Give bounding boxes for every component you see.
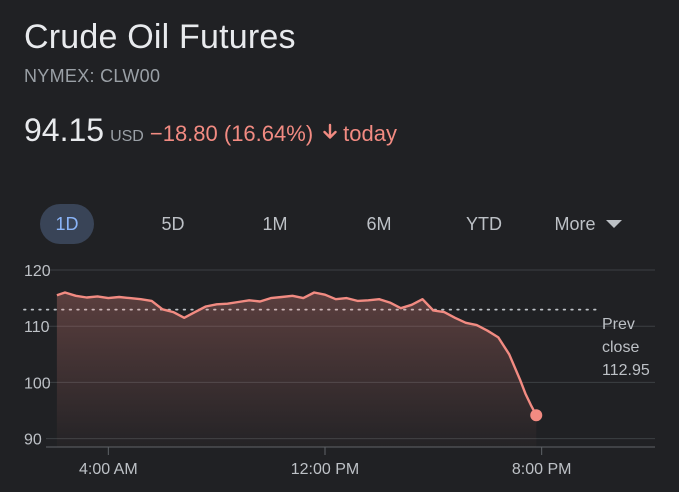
prev-close-value: 112.95 bbox=[602, 362, 650, 379]
ticker-symbol: NYMEX: CLW00 bbox=[24, 66, 161, 86]
price-change: −18.80 (16.64%) bbox=[149, 121, 314, 146]
tab-ytd[interactable]: YTD bbox=[466, 214, 502, 234]
x-tick-label: 4:00 AM bbox=[79, 461, 138, 478]
prev-close-label-line2: close bbox=[602, 339, 639, 356]
quote-row: 94.15 USD −18.80 (16.64%) today bbox=[24, 112, 397, 149]
change-period: today bbox=[343, 121, 397, 146]
more-label: More bbox=[554, 214, 596, 234]
tab-6m[interactable]: 6M bbox=[366, 214, 392, 234]
more-dropdown[interactable]: More bbox=[546, 204, 630, 244]
arrow-down-icon bbox=[323, 123, 337, 139]
instrument-title: Crude Oil Futures bbox=[24, 18, 296, 56]
currency-label: USD bbox=[110, 128, 144, 145]
tab-1d[interactable]: 1D bbox=[40, 204, 94, 244]
price-line bbox=[56, 291, 538, 416]
price-area bbox=[56, 292, 537, 447]
tab-1m[interactable]: 1M bbox=[262, 214, 288, 234]
tab-5d[interactable]: 5D bbox=[161, 214, 185, 234]
x-tick-label: 12:00 PM bbox=[291, 461, 359, 478]
caret-down-icon bbox=[605, 220, 622, 228]
chart-x-axis bbox=[46, 446, 655, 455]
y-tick-label: 110 bbox=[24, 319, 50, 336]
y-tick-label: 90 bbox=[24, 432, 42, 449]
y-tick-label: 120 bbox=[24, 263, 51, 280]
price-chart[interactable]: 120 110 100 90 4:00 AM 12:00 PM 8:00 PM … bbox=[0, 252, 679, 492]
last-price-dot bbox=[530, 409, 543, 422]
x-tick-label: 8:00 PM bbox=[512, 461, 572, 478]
current-price: 94.15 bbox=[24, 112, 105, 148]
y-tick-label: 100 bbox=[24, 375, 51, 392]
range-tabs: 1D 5D 1M 6M YTD More bbox=[0, 204, 679, 244]
prev-close-label-line1: Prev bbox=[602, 316, 635, 333]
